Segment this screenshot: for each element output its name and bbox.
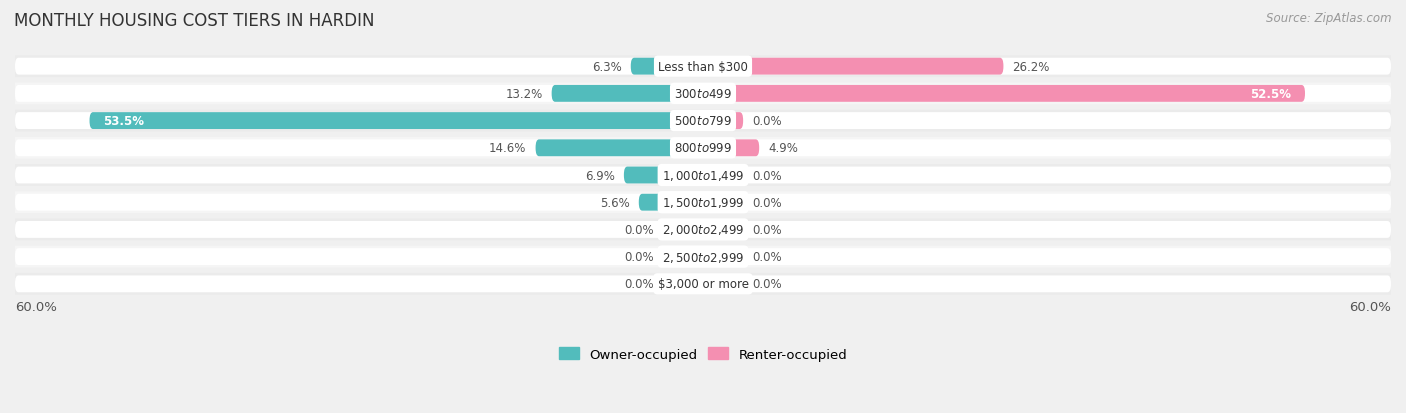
FancyBboxPatch shape [703,86,1305,102]
FancyBboxPatch shape [4,83,1402,105]
FancyBboxPatch shape [536,140,703,157]
Text: $800 to $999: $800 to $999 [673,142,733,155]
FancyBboxPatch shape [703,140,759,157]
FancyBboxPatch shape [4,219,1402,241]
Text: 6.9%: 6.9% [585,169,614,182]
Text: $3,000 or more: $3,000 or more [658,278,748,291]
Text: $1,000 to $1,499: $1,000 to $1,499 [662,169,744,183]
Text: 0.0%: 0.0% [752,196,782,209]
FancyBboxPatch shape [15,86,1391,102]
Text: 0.0%: 0.0% [752,251,782,263]
Text: 0.0%: 0.0% [752,115,782,128]
FancyBboxPatch shape [15,221,1391,238]
FancyBboxPatch shape [15,59,1391,76]
Text: 4.9%: 4.9% [768,142,799,155]
FancyBboxPatch shape [15,140,1391,157]
FancyBboxPatch shape [4,192,1402,214]
Text: Source: ZipAtlas.com: Source: ZipAtlas.com [1267,12,1392,25]
Text: 0.0%: 0.0% [752,169,782,182]
FancyBboxPatch shape [624,167,703,184]
Text: 26.2%: 26.2% [1012,61,1050,74]
Text: 60.0%: 60.0% [1350,301,1391,314]
FancyBboxPatch shape [638,194,703,211]
Text: 6.3%: 6.3% [592,61,621,74]
FancyBboxPatch shape [662,249,703,266]
Text: Less than $300: Less than $300 [658,61,748,74]
FancyBboxPatch shape [15,113,1391,130]
FancyBboxPatch shape [15,249,1391,266]
FancyBboxPatch shape [703,167,744,184]
FancyBboxPatch shape [551,86,703,102]
Text: $2,500 to $2,999: $2,500 to $2,999 [662,250,744,264]
Text: $2,000 to $2,499: $2,000 to $2,499 [662,223,744,237]
FancyBboxPatch shape [703,59,1004,76]
Text: $500 to $799: $500 to $799 [673,115,733,128]
Text: 0.0%: 0.0% [752,278,782,291]
FancyBboxPatch shape [703,194,744,211]
FancyBboxPatch shape [662,221,703,238]
FancyBboxPatch shape [4,138,1402,159]
FancyBboxPatch shape [15,276,1391,292]
FancyBboxPatch shape [703,221,744,238]
FancyBboxPatch shape [90,113,703,130]
Text: 5.6%: 5.6% [600,196,630,209]
FancyBboxPatch shape [4,165,1402,186]
Text: 53.5%: 53.5% [103,115,145,128]
FancyBboxPatch shape [4,56,1402,78]
FancyBboxPatch shape [15,167,1391,184]
Legend: Owner-occupied, Renter-occupied: Owner-occupied, Renter-occupied [554,342,852,366]
Text: 60.0%: 60.0% [15,301,56,314]
Text: 0.0%: 0.0% [624,251,654,263]
FancyBboxPatch shape [703,276,744,292]
Text: 0.0%: 0.0% [624,223,654,236]
Text: 0.0%: 0.0% [752,223,782,236]
Text: MONTHLY HOUSING COST TIERS IN HARDIN: MONTHLY HOUSING COST TIERS IN HARDIN [14,12,374,30]
FancyBboxPatch shape [631,59,703,76]
Text: 52.5%: 52.5% [1250,88,1291,101]
Text: 13.2%: 13.2% [505,88,543,101]
FancyBboxPatch shape [4,273,1402,295]
FancyBboxPatch shape [662,276,703,292]
FancyBboxPatch shape [15,194,1391,211]
Text: $300 to $499: $300 to $499 [673,88,733,101]
Text: 0.0%: 0.0% [624,278,654,291]
FancyBboxPatch shape [4,246,1402,268]
Text: $1,500 to $1,999: $1,500 to $1,999 [662,196,744,210]
Text: 14.6%: 14.6% [489,142,526,155]
FancyBboxPatch shape [4,110,1402,132]
FancyBboxPatch shape [703,249,744,266]
FancyBboxPatch shape [703,113,744,130]
